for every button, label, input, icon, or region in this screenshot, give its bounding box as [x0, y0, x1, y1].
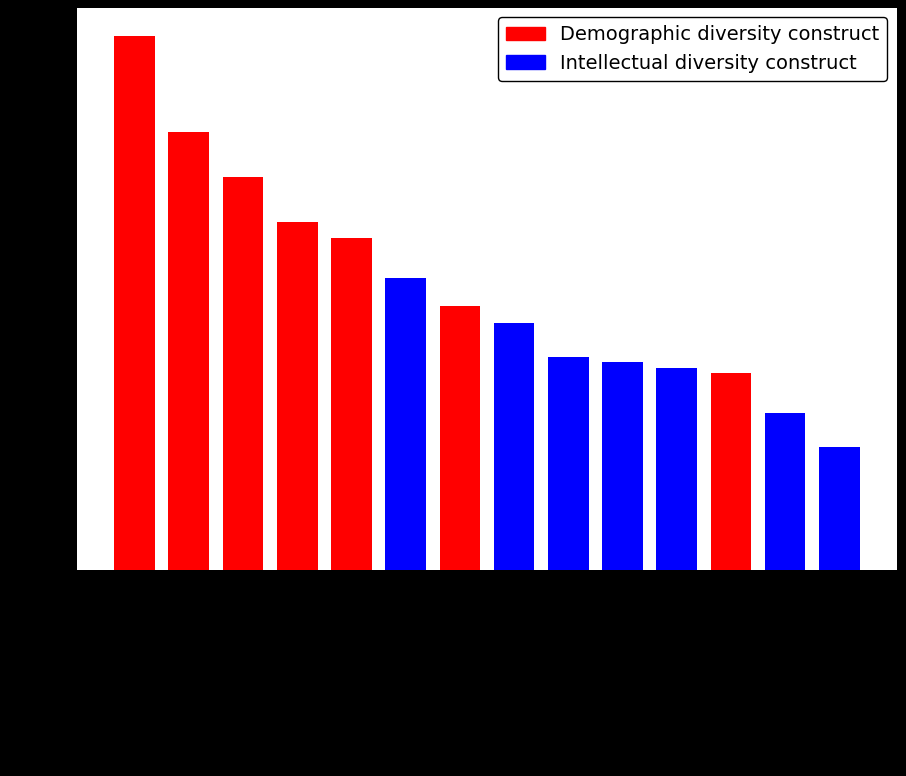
- Bar: [169, 131, 209, 570]
- Bar: [602, 362, 643, 570]
- Bar: [819, 446, 860, 570]
- Bar: [277, 222, 318, 570]
- Bar: [114, 36, 155, 570]
- Bar: [765, 413, 805, 570]
- Bar: [548, 357, 589, 570]
- Bar: [223, 176, 264, 570]
- Bar: [494, 323, 535, 570]
- Bar: [385, 278, 426, 570]
- Bar: [656, 368, 697, 570]
- Bar: [439, 306, 480, 570]
- Bar: [710, 373, 751, 570]
- Bar: [331, 238, 371, 570]
- Legend: Demographic diversity construct, Intellectual diversity construct: Demographic diversity construct, Intelle…: [498, 18, 887, 81]
